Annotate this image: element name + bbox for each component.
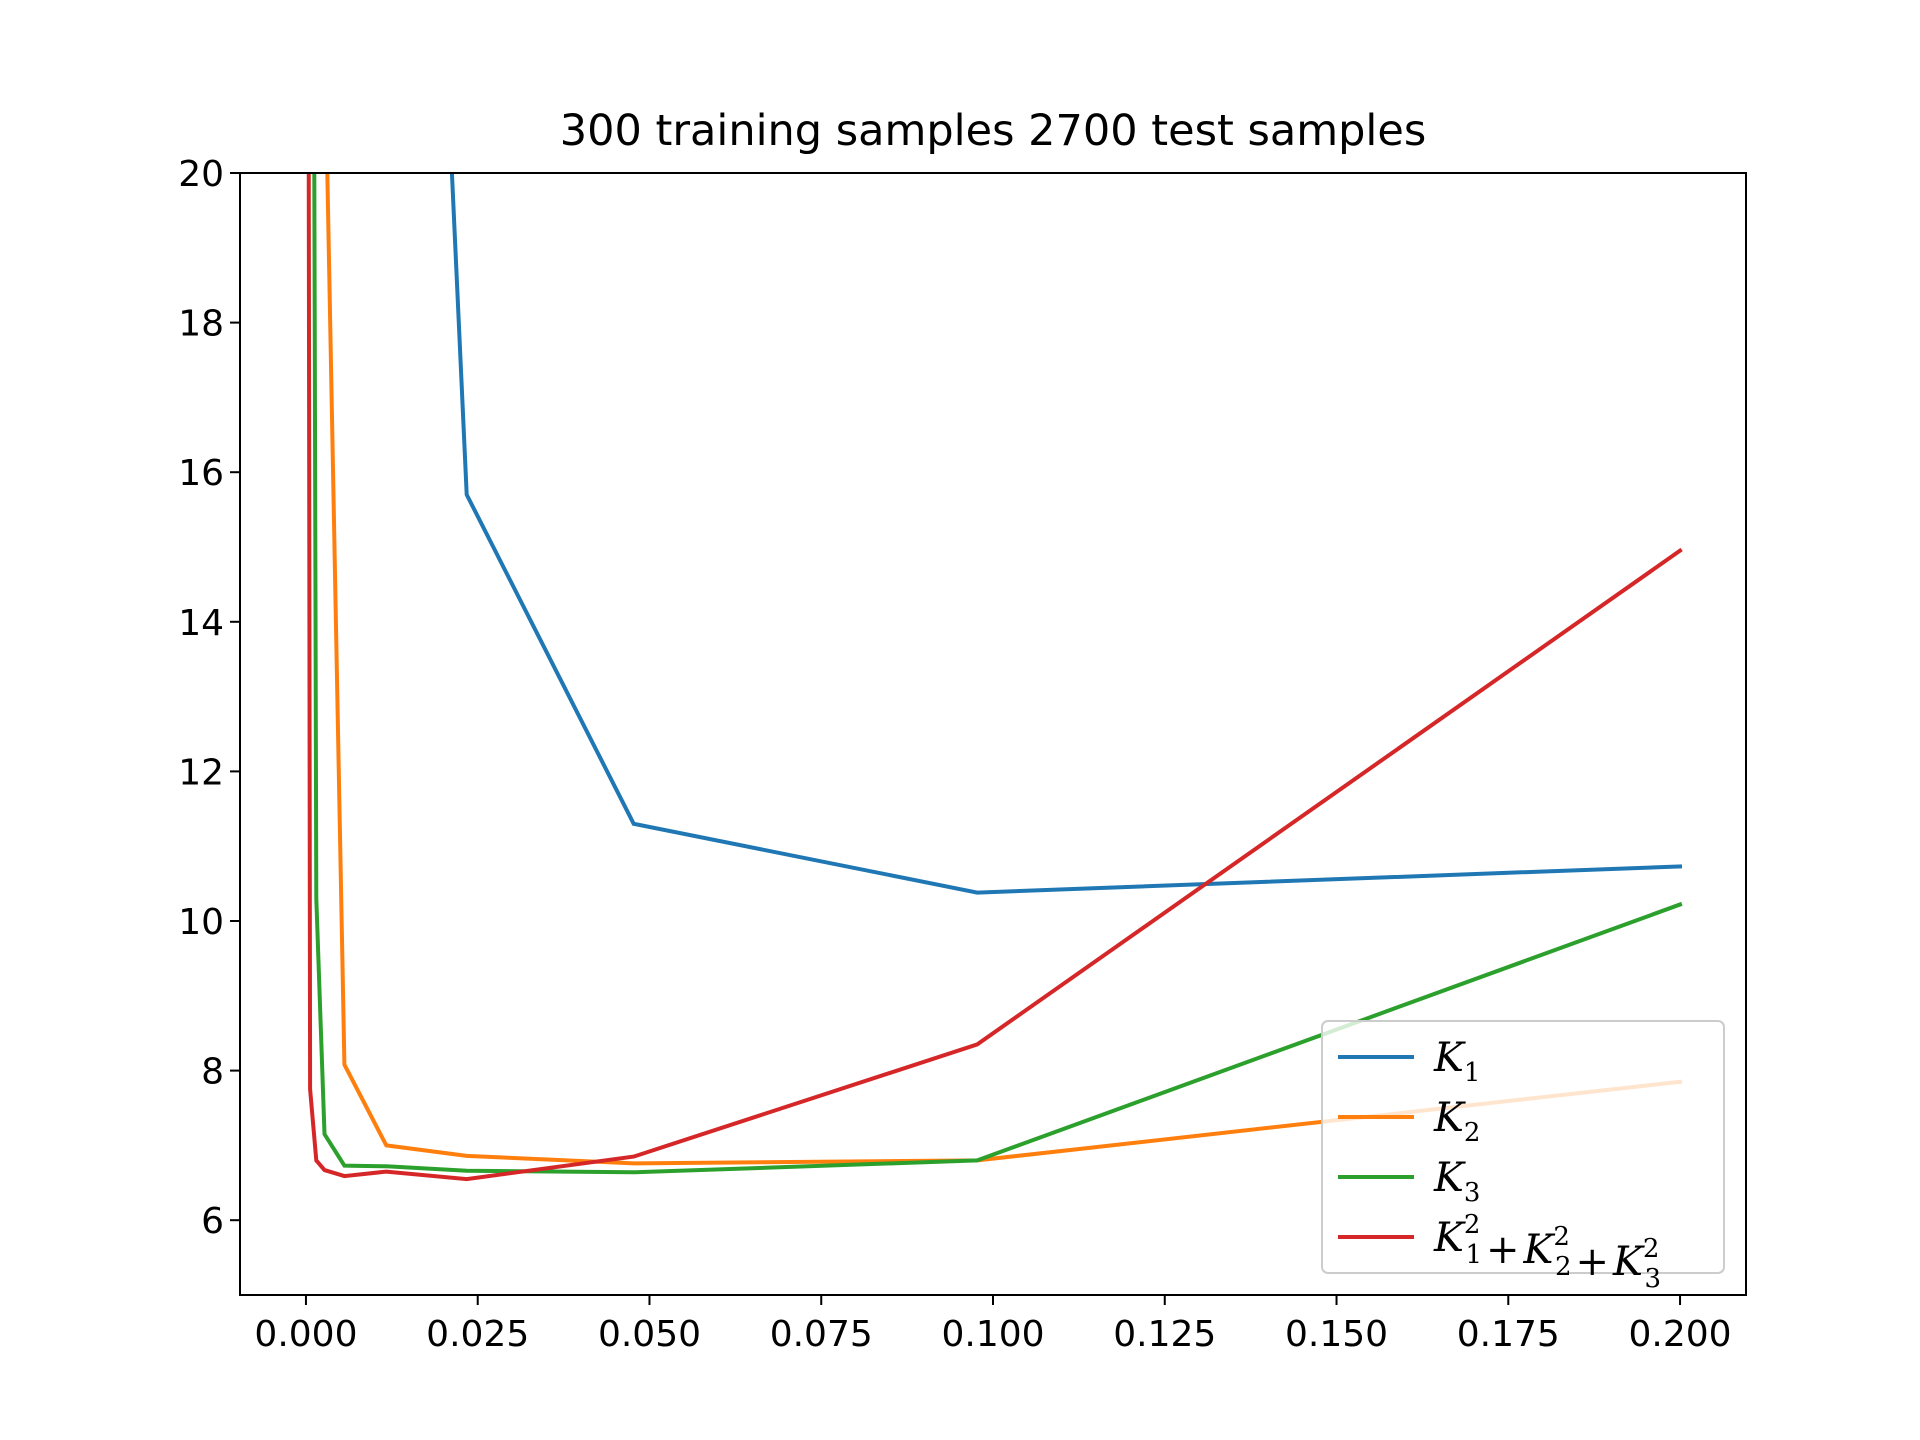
series-line-4 xyxy=(306,173,1683,1182)
series-line-3 xyxy=(312,173,1683,1175)
x-tick-label: 0.050 xyxy=(598,1314,701,1355)
legend-box xyxy=(1321,1020,1725,1274)
x-tick-label: 0.125 xyxy=(1113,1314,1216,1355)
legend-label: K2 1 + K2 2 + K2 3 xyxy=(1433,1210,1661,1294)
x-tick-label: 0.150 xyxy=(1285,1314,1388,1355)
x-tick-label: 0.025 xyxy=(426,1314,529,1355)
y-tick-label: 18 xyxy=(178,304,224,345)
x-tick-label: 0.175 xyxy=(1457,1314,1560,1355)
y-tick-label: 10 xyxy=(178,902,224,943)
legend-label: K3 xyxy=(1433,1155,1480,1208)
y-axis: 6 8 10 12 14 16 18 20 xyxy=(178,154,240,1242)
x-tick-label: 0.075 xyxy=(770,1314,873,1355)
series-line-1 xyxy=(449,173,1683,895)
y-tick-label: 20 xyxy=(178,154,224,195)
y-tick-label: 8 xyxy=(201,1052,224,1093)
legend-label: K1 xyxy=(1433,1035,1480,1088)
x-tick-label: 0.100 xyxy=(941,1314,1044,1355)
x-tick-label: 0.000 xyxy=(254,1314,357,1355)
x-axis: 0.000 0.025 0.050 0.075 0.100 0.125 0.150 0.175… xyxy=(254,1295,1732,1355)
chart-title: 300 training samples 2700 test samples xyxy=(560,106,1427,156)
y-tick-label: 6 xyxy=(201,1201,224,1242)
y-tick-label: 16 xyxy=(178,453,224,494)
legend-label: K2 xyxy=(1433,1095,1480,1148)
x-tick-label: 0.200 xyxy=(1629,1314,1732,1355)
y-tick-label: 12 xyxy=(178,752,224,793)
y-tick-label: 14 xyxy=(178,603,224,644)
series-layer xyxy=(306,173,1683,1182)
